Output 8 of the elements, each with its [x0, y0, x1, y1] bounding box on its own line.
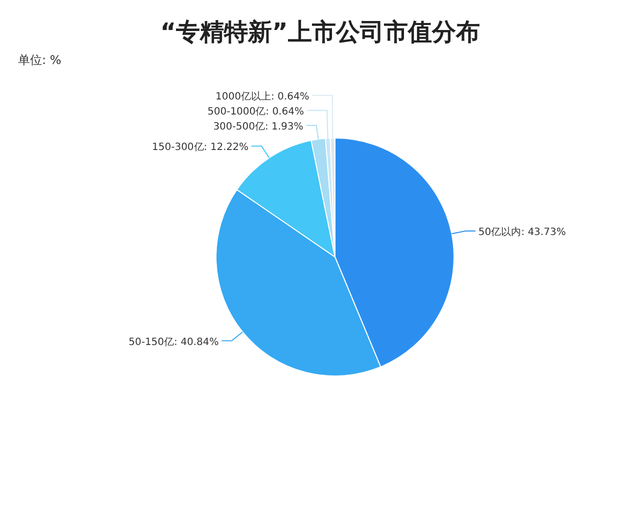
slice-label: 50亿以内: 43.73%	[478, 226, 566, 238]
slice-label: 150-300亿: 12.22%	[152, 142, 248, 154]
slice-label: 50-150亿: 40.84%	[128, 336, 219, 348]
slice-label: 500-1000亿: 0.64%	[208, 106, 304, 118]
slice-label: 1000亿以上: 0.64%	[216, 90, 310, 102]
text: 单位: %	[18, 53, 62, 67]
slice-label: 300-500亿: 1.93%	[213, 121, 304, 132]
chart-title: “专精特新”上市公司市值分布	[160, 18, 480, 46]
